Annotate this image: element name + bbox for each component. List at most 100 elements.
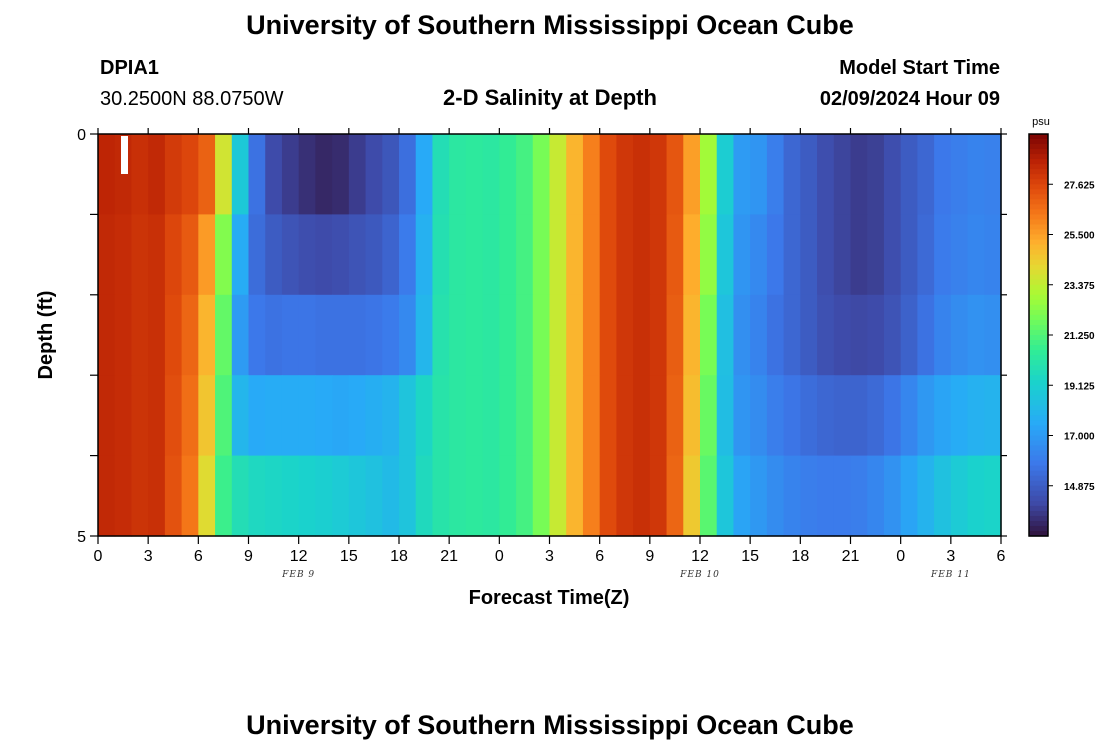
- colorbar-segment: [1029, 184, 1048, 190]
- colorbar-segment: [1029, 450, 1048, 457]
- colorbar-segment: [1029, 360, 1048, 366]
- heatmap-cell: [432, 134, 450, 215]
- heatmap-cell: [750, 134, 768, 215]
- heatmap-cell: [666, 294, 684, 376]
- heatmap-cell: [98, 375, 116, 457]
- colorbar-segment: [1029, 329, 1048, 336]
- heatmap-cell: [649, 455, 668, 537]
- colorbar-segment: [1029, 380, 1048, 386]
- colorbar-segment: [1029, 159, 1048, 165]
- colorbar-segment: [1029, 219, 1048, 226]
- heatmap-cell: [733, 455, 751, 537]
- heatmap-cell: [750, 375, 768, 457]
- heatmap-cell: [465, 134, 484, 215]
- colorbar-segment: [1029, 395, 1048, 401]
- heatmap-cell: [432, 294, 450, 376]
- footer-title: University of Southern Mississippi Ocean…: [246, 710, 854, 740]
- colorbar-segment: [1029, 475, 1048, 482]
- heatmap-cell: [616, 455, 634, 537]
- heatmap-cell: [332, 455, 350, 537]
- heatmap-cell: [499, 134, 517, 215]
- colorbar-segment: [1029, 455, 1048, 462]
- heatmap-cell: [432, 455, 450, 537]
- heatmap-cell: [950, 455, 969, 537]
- colorbar-segment: [1029, 505, 1048, 512]
- heatmap-cell: [98, 455, 116, 537]
- colorbar-segment: [1029, 269, 1048, 276]
- heatmap-cell: [683, 294, 701, 376]
- heatmap-cell: [683, 134, 701, 215]
- heatmap-cell: [98, 294, 116, 376]
- heatmap-cell: [867, 455, 885, 537]
- heatmap-cell: [716, 294, 735, 376]
- heatmap-cell: [148, 375, 166, 457]
- heatmap-cell: [131, 455, 149, 537]
- colorbar-segment: [1029, 264, 1048, 271]
- heatmap-cell: [465, 375, 484, 457]
- heatmap-cell: [265, 134, 283, 215]
- colorbar-segment: [1029, 480, 1048, 487]
- y-axis-label: Depth (ft): [35, 291, 57, 380]
- colorbar-segment: [1029, 440, 1048, 447]
- heatmap-cell: [332, 375, 350, 457]
- colorbar-segment: [1029, 340, 1048, 346]
- heatmap-cell: [733, 294, 751, 376]
- heatmap-cell: [265, 294, 283, 376]
- colorbar-segment: [1029, 209, 1048, 216]
- heatmap-cell: [599, 375, 617, 457]
- salinity-heatmap-chart: 0 3 6 9 12 15 18 21 0 3 6 9 12 15 18 21 0 3 605 Depth (ft)…: [35, 116, 1095, 609]
- heatmap-cell: [415, 294, 434, 376]
- heatmap-cell: [766, 214, 785, 296]
- heatmap-cell: [582, 294, 601, 376]
- heatmap-cell: [315, 214, 333, 296]
- heatmap-cell: [633, 214, 651, 296]
- heatmap-cell: [332, 294, 350, 376]
- heatmap-cell: [164, 134, 183, 215]
- colorbar-tick-label: 19.125: [1064, 381, 1095, 392]
- heatmap-cell: [482, 294, 500, 376]
- heatmap-cell: [482, 214, 500, 296]
- x-tick-label: 15: [340, 548, 358, 565]
- heatmap-cell: [566, 214, 584, 296]
- colorbar-segment: [1029, 304, 1048, 311]
- colorbar-segment: [1029, 410, 1048, 417]
- heatmap-cell: [532, 375, 551, 457]
- heatmap-cell: [148, 455, 166, 537]
- colorbar-segment: [1029, 390, 1048, 396]
- x-tick-label: 6: [595, 548, 604, 565]
- heatmap-cell: [633, 375, 651, 457]
- colorbar-segment: [1029, 204, 1048, 210]
- heatmap-cell: [666, 134, 684, 215]
- heatmap-cell: [967, 294, 985, 376]
- colorbar-segment: [1029, 294, 1048, 301]
- heatmap-cell: [482, 375, 500, 457]
- heatmap-cell: [399, 455, 417, 537]
- heatmap-cell: [298, 375, 316, 457]
- heatmap-cell: [549, 214, 567, 296]
- heatmap-cell: [365, 134, 383, 215]
- heatmap-cell: [181, 214, 199, 296]
- heatmap-cell: [449, 134, 467, 215]
- heatmap-cell: [633, 455, 651, 537]
- heatmap-cell: [465, 294, 484, 376]
- heatmap-cell: [516, 294, 534, 376]
- heatmap-cell: [231, 134, 250, 215]
- x-tick-label: 12: [290, 548, 308, 565]
- heatmap-cell: [934, 134, 952, 215]
- heatmap-cell: [950, 134, 969, 215]
- heatmap-cell: [850, 294, 868, 376]
- colorbar-segment: [1029, 420, 1048, 427]
- x-tick-label: 9: [645, 548, 654, 565]
- colorbar-segment: [1029, 309, 1048, 316]
- heatmap-cell: [432, 375, 450, 457]
- date-label: FEB 10: [680, 570, 720, 580]
- colorbar-segment: [1029, 239, 1048, 246]
- heatmap-cell: [298, 214, 316, 296]
- colorbar-segment: [1029, 405, 1048, 411]
- plot-title: 2-D Salinity at Depth: [443, 85, 657, 110]
- heatmap-cell: [950, 214, 969, 296]
- heatmap-cell: [900, 375, 918, 457]
- colorbar-segment: [1029, 370, 1048, 376]
- colorbar-segment: [1029, 470, 1048, 477]
- heatmap-cell: [449, 375, 467, 457]
